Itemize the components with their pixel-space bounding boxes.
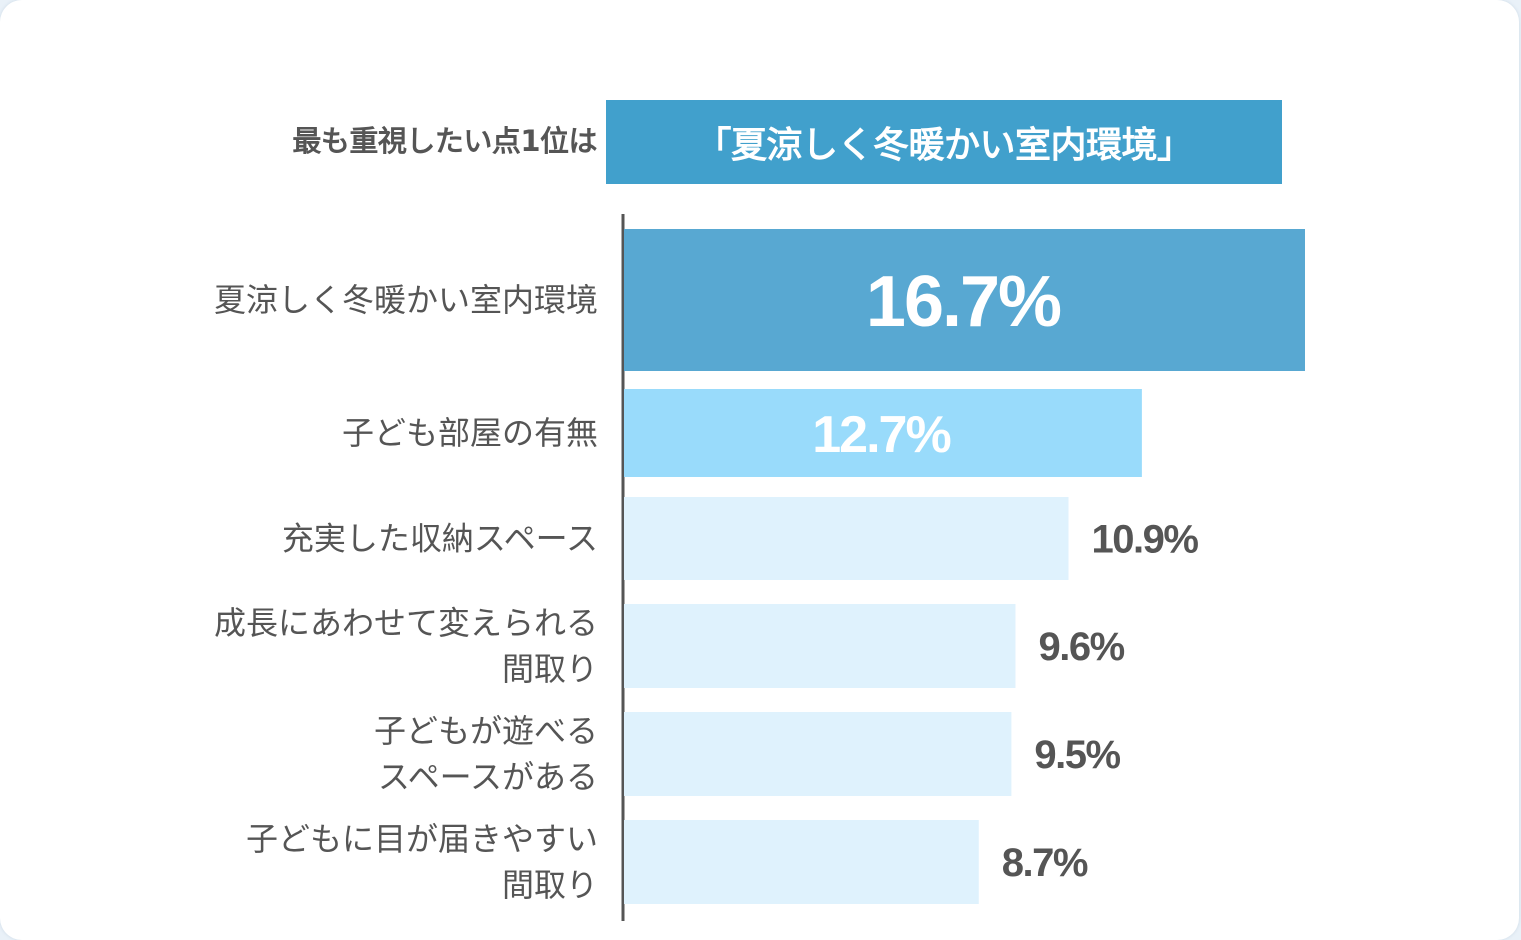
category-label-5: 子どもが遊べるスペースがある: [374, 712, 598, 796]
bar-value-label-3: 10.9%: [1091, 518, 1198, 562]
bar-2: [624, 389, 1142, 477]
bar-3: [624, 497, 1069, 580]
bar-6: [624, 820, 979, 904]
headline-value-box: 「夏涼しく冬暖かい室内環境」: [606, 100, 1282, 184]
bar-value-label-5: 9.5%: [1034, 733, 1120, 777]
bar-5: [624, 712, 1012, 796]
bar-4: [624, 604, 1016, 688]
bar-value-label-1: 16.7%: [866, 262, 1061, 342]
bar-chart: 16.7% 夏涼しく冬暖かい室内環境 12.7% 子ども部屋の有無 10.9% 充実した収…: [214, 214, 1305, 921]
bar-value-label-4: 9.6%: [1038, 625, 1124, 669]
category-label-2: 子ども部屋の有無: [342, 414, 598, 452]
category-label-6: 子どもに目が届きやすい間取り: [246, 820, 598, 904]
headline-label: 最も重視したい点1位は: [292, 124, 597, 158]
bar-value-label-6: 8.7%: [1002, 841, 1088, 885]
category-label-1: 夏涼しく冬暖かい室内環境: [214, 281, 598, 319]
category-label-4: 成長にあわせて変えられる間取り: [214, 604, 598, 688]
category-label-3: 充実した収納スペース: [282, 520, 598, 558]
bar-1: [624, 229, 1305, 371]
bar-value-label-2: 12.7%: [812, 406, 950, 464]
